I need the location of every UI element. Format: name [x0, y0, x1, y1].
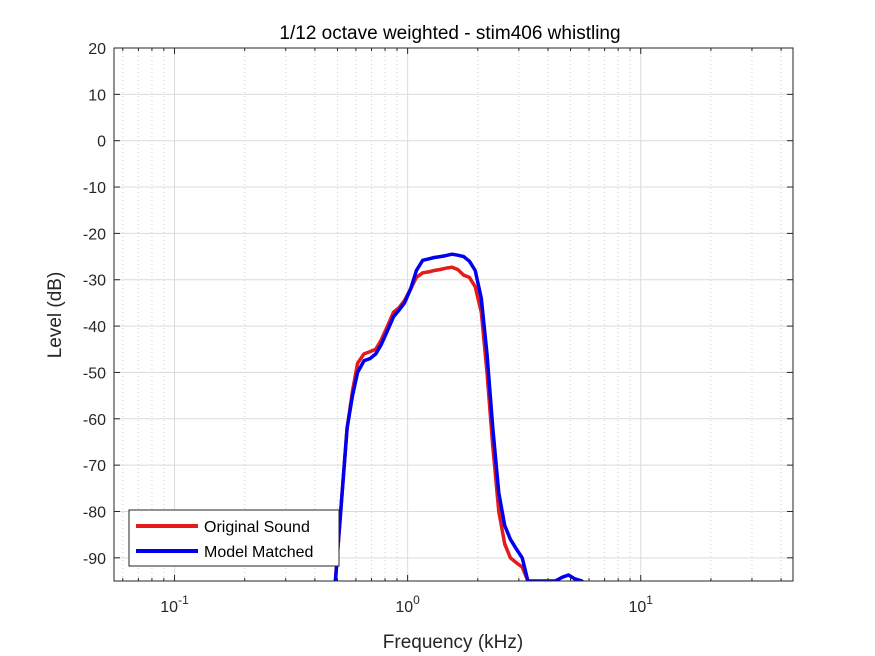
legend-label-original-sound: Original Sound — [204, 519, 310, 536]
series-lines — [333, 252, 584, 581]
x-tick-label: 101 — [628, 593, 653, 616]
x-tick-labels: 10-1 100 101 — [160, 593, 653, 616]
x-tick-base: 10 — [628, 599, 646, 616]
y-tick-label: -50 — [83, 365, 106, 382]
legend: Original Sound Model Matched — [128, 509, 340, 567]
x-tick-exponent: 0 — [413, 593, 420, 607]
y-tick-label: 0 — [97, 134, 106, 151]
y-axis-label: Level (dB) — [45, 272, 66, 359]
legend-box — [128, 509, 340, 567]
y-tick-label: 20 — [88, 41, 106, 58]
plot-frame — [113, 47, 794, 582]
x-tick-exponent: -1 — [178, 593, 189, 607]
x-tick-base: 10 — [160, 599, 178, 616]
axis-ticks — [114, 47, 793, 581]
y-tick-label: -20 — [83, 226, 106, 243]
x-tick-label: 100 — [395, 593, 420, 616]
y-tick-label: -90 — [83, 551, 106, 568]
x-tick-exponent: 1 — [646, 593, 653, 607]
plot-area — [114, 48, 793, 581]
chart-title: 1/12 octave weighted - stim406 whistling — [279, 23, 620, 44]
y-tick-label: -30 — [83, 273, 106, 290]
y-tick-label: -10 — [83, 180, 106, 197]
y-tick-label: -80 — [83, 504, 106, 521]
x-tick-base: 10 — [395, 599, 413, 616]
y-tick-label: -70 — [83, 458, 106, 475]
legend-label-model-matched: Model Matched — [204, 544, 313, 561]
y-tick-label: -60 — [83, 412, 106, 429]
x-axis-label: Frequency (kHz) — [383, 632, 523, 653]
y-tick-label: 10 — [88, 87, 106, 104]
x-tick-label: 10-1 — [160, 593, 189, 616]
series-line-model-matched — [333, 252, 584, 581]
minor-gridlines — [122, 48, 782, 581]
y-tick-label: -40 — [83, 319, 106, 336]
y-tick-labels: 20 10 0 -10 -20 -30 -40 -50 -60 -70 -80 -90 — [83, 41, 106, 568]
